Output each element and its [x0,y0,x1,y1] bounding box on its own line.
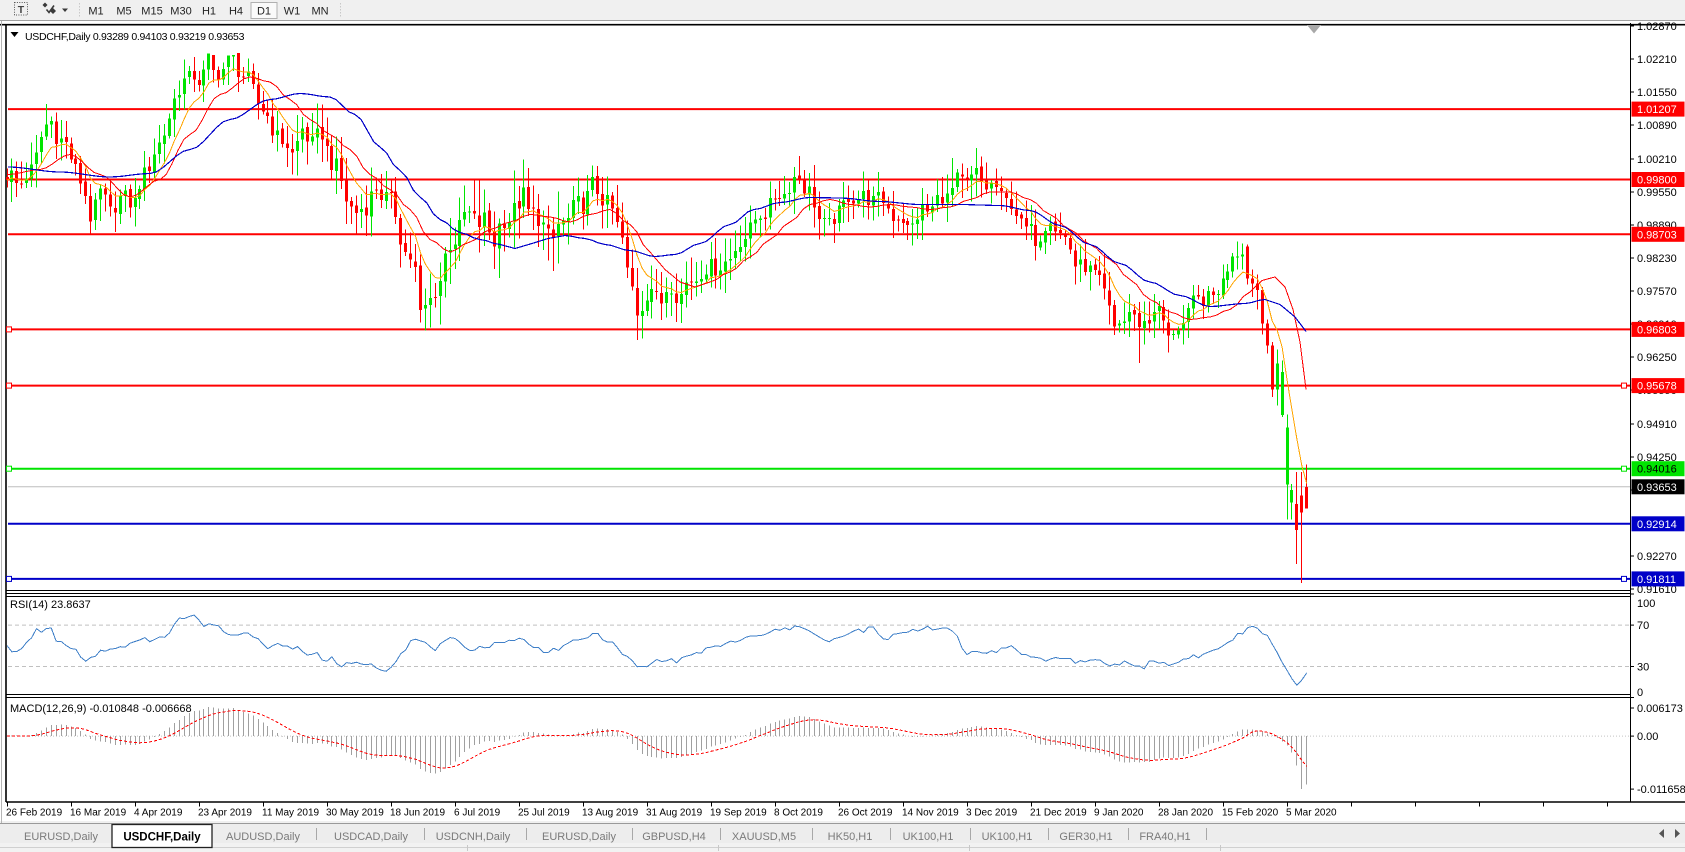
svg-text:28 Jan 2020: 28 Jan 2020 [1158,808,1213,819]
svg-text:1.02210: 1.02210 [1637,54,1677,66]
svg-text:0.99550: 0.99550 [1637,187,1677,199]
svg-text:0.92270: 0.92270 [1637,551,1677,563]
svg-text:25 Jul 2019: 25 Jul 2019 [518,808,570,819]
svg-text:EURUSD,Daily: EURUSD,Daily [24,831,98,843]
svg-text:0.95678: 0.95678 [1637,381,1677,393]
svg-text:26 Oct 2019: 26 Oct 2019 [838,808,893,819]
svg-text:MACD(12,26,9) -0.010848 -0.006: MACD(12,26,9) -0.010848 -0.006668 [10,703,192,715]
svg-text:18 Jun 2019: 18 Jun 2019 [390,808,445,819]
svg-text:1.00890: 1.00890 [1637,120,1677,132]
svg-text:0: 0 [1637,687,1643,699]
svg-text:8 Oct 2019: 8 Oct 2019 [774,808,823,819]
svg-text:MN: MN [311,6,328,18]
svg-text:UK100,H1: UK100,H1 [982,831,1033,843]
svg-text:M15: M15 [141,6,162,18]
svg-text:1.02870: 1.02870 [1637,21,1677,33]
svg-text:4 Apr 2019: 4 Apr 2019 [134,808,183,819]
svg-text:70: 70 [1637,620,1649,632]
svg-text:1.00210: 1.00210 [1637,154,1677,166]
svg-text:0.97570: 0.97570 [1637,286,1677,298]
svg-text:0.96250: 0.96250 [1637,352,1677,364]
svg-text:W1: W1 [284,6,301,18]
svg-text:0.96803: 0.96803 [1637,324,1677,336]
svg-text:1.01550: 1.01550 [1637,87,1677,99]
svg-text:21 Dec 2019: 21 Dec 2019 [1030,808,1087,819]
svg-text:GER30,H1: GER30,H1 [1059,831,1112,843]
svg-text:AUDUSD,Daily: AUDUSD,Daily [226,831,300,843]
svg-text:13 Aug 2019: 13 Aug 2019 [582,808,639,819]
svg-text:0.006173: 0.006173 [1637,703,1683,715]
svg-text:0.92914: 0.92914 [1637,519,1677,531]
svg-text:M5: M5 [116,6,131,18]
svg-text:11 May 2019: 11 May 2019 [262,808,320,819]
svg-text:0.93653: 0.93653 [1637,482,1677,494]
svg-text:26 Feb 2019: 26 Feb 2019 [6,808,63,819]
svg-text:M30: M30 [170,6,191,18]
svg-text:USDCHF,Daily: USDCHF,Daily [123,832,201,844]
svg-text:UK100,H1: UK100,H1 [903,831,954,843]
svg-text:USDCAD,Daily: USDCAD,Daily [334,831,408,843]
svg-text:0.99800: 0.99800 [1637,175,1677,187]
svg-text:T: T [18,4,25,16]
svg-text:GBPUSD,H4: GBPUSD,H4 [642,831,706,843]
svg-text:-0.011658: -0.011658 [1637,784,1685,796]
svg-text:0.98703: 0.98703 [1637,229,1677,241]
svg-text:EURUSD,Daily: EURUSD,Daily [542,831,616,843]
svg-text:0.98230: 0.98230 [1637,253,1677,265]
svg-text:3 Dec 2019: 3 Dec 2019 [966,808,1018,819]
svg-text:9 Jan 2020: 9 Jan 2020 [1094,808,1144,819]
svg-text:30: 30 [1637,662,1649,674]
svg-text:100: 100 [1637,598,1655,610]
svg-text:5 Mar 2020: 5 Mar 2020 [1286,808,1337,819]
svg-text:RSI(14) 23.8637: RSI(14) 23.8637 [10,599,91,611]
svg-text:HK50,H1: HK50,H1 [828,831,873,843]
svg-text:H4: H4 [229,6,243,18]
svg-text:19 Sep 2019: 19 Sep 2019 [710,808,767,819]
svg-text:XAUUSD,M5: XAUUSD,M5 [732,831,796,843]
svg-text:15 Feb 2020: 15 Feb 2020 [1222,808,1279,819]
svg-text:0.94016: 0.94016 [1637,464,1677,476]
svg-text:USDCHF,Daily 0.93289 0.94103: USDCHF,Daily 0.93289 0.94103 0.93219 0.9… [25,31,245,43]
svg-text:6 Jul 2019: 6 Jul 2019 [454,808,501,819]
svg-text:0.91811: 0.91811 [1637,574,1676,586]
svg-text:1.01207: 1.01207 [1637,104,1677,116]
svg-text:D1: D1 [257,6,271,18]
svg-text:16 Mar 2019: 16 Mar 2019 [70,808,127,819]
svg-text:31 Aug 2019: 31 Aug 2019 [646,808,703,819]
svg-text:FRA40,H1: FRA40,H1 [1139,831,1190,843]
svg-text:M1: M1 [88,6,103,18]
svg-text:USDCNH,Daily: USDCNH,Daily [436,831,511,843]
svg-text:14 Nov 2019: 14 Nov 2019 [902,808,959,819]
svg-text:30 May 2019: 30 May 2019 [326,808,384,819]
svg-text:0.94250: 0.94250 [1637,452,1677,464]
svg-text:23 Apr 2019: 23 Apr 2019 [198,808,252,819]
svg-text:H1: H1 [202,6,216,18]
svg-text:0.94910: 0.94910 [1637,419,1677,431]
svg-text:0.00: 0.00 [1637,731,1658,743]
svg-text:0.91610: 0.91610 [1637,584,1677,596]
